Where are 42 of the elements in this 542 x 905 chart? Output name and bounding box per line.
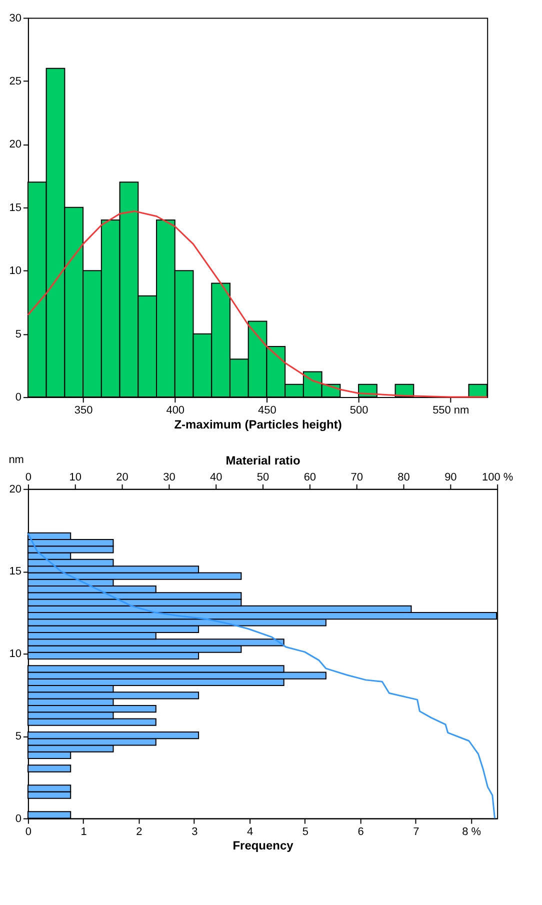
y-axis-title: nm <box>8 454 24 466</box>
y-tick-label: 10 <box>9 648 22 660</box>
y-tick-label: 5 <box>15 730 22 742</box>
x2-tick-label: 10 <box>69 471 82 484</box>
x2-axis-title: Material ratio <box>226 453 300 468</box>
y-tick-label: 20 <box>9 138 22 151</box>
x2-tick-label: 0 <box>25 471 32 484</box>
x-tick-label: 7 <box>413 826 420 838</box>
x-tick-label: 3 <box>192 826 198 838</box>
x2-tick-label: 30 <box>163 471 176 484</box>
x2-tick-label: 90 <box>444 471 457 484</box>
x2-tick-label: 100 % <box>482 471 514 484</box>
x-tick-label: 4 <box>246 826 254 838</box>
x2-tick-label: 80 <box>398 471 410 484</box>
x-tick-label: 400 <box>166 404 185 417</box>
x-tick-label: 2 <box>136 826 142 838</box>
y-tick-label: 15 <box>9 202 22 214</box>
y-tick-label: 0 <box>15 812 22 825</box>
x-axis-title: Z-maximum (Particles height) <box>174 418 342 432</box>
x-tick-label: 5 <box>302 826 308 838</box>
x2-tick-label: 20 <box>116 471 128 484</box>
y-tick-label: 5 <box>15 328 22 340</box>
x-axis-title: Frequency <box>232 838 294 853</box>
x2-tick-label: 60 <box>304 471 316 484</box>
y-tick-label: 15 <box>9 566 22 578</box>
y-tick-label: 20 <box>9 483 22 496</box>
x2-tick-label: 70 <box>350 471 363 484</box>
x2-tick-label: 40 <box>210 471 222 484</box>
x-tick-label: 6 <box>358 826 364 838</box>
x-tick-label: 350 <box>74 404 93 417</box>
y-tick-label: 25 <box>9 75 22 88</box>
x-tick-label: 500 <box>350 404 368 417</box>
x-tick-label: 8 % <box>462 826 482 838</box>
x-tick-label: 450 <box>258 404 276 417</box>
line-series <box>27 210 488 398</box>
x-tick-label: 1 <box>80 826 87 838</box>
x-tick-label: 0 <box>25 826 32 838</box>
x-tick-label: 550 nm <box>432 404 470 417</box>
y-tick-label: 10 <box>9 265 22 278</box>
y-tick-label: 30 <box>9 12 22 24</box>
x2-tick-label: 50 <box>256 471 270 484</box>
y-tick-label: 0 <box>15 392 22 404</box>
